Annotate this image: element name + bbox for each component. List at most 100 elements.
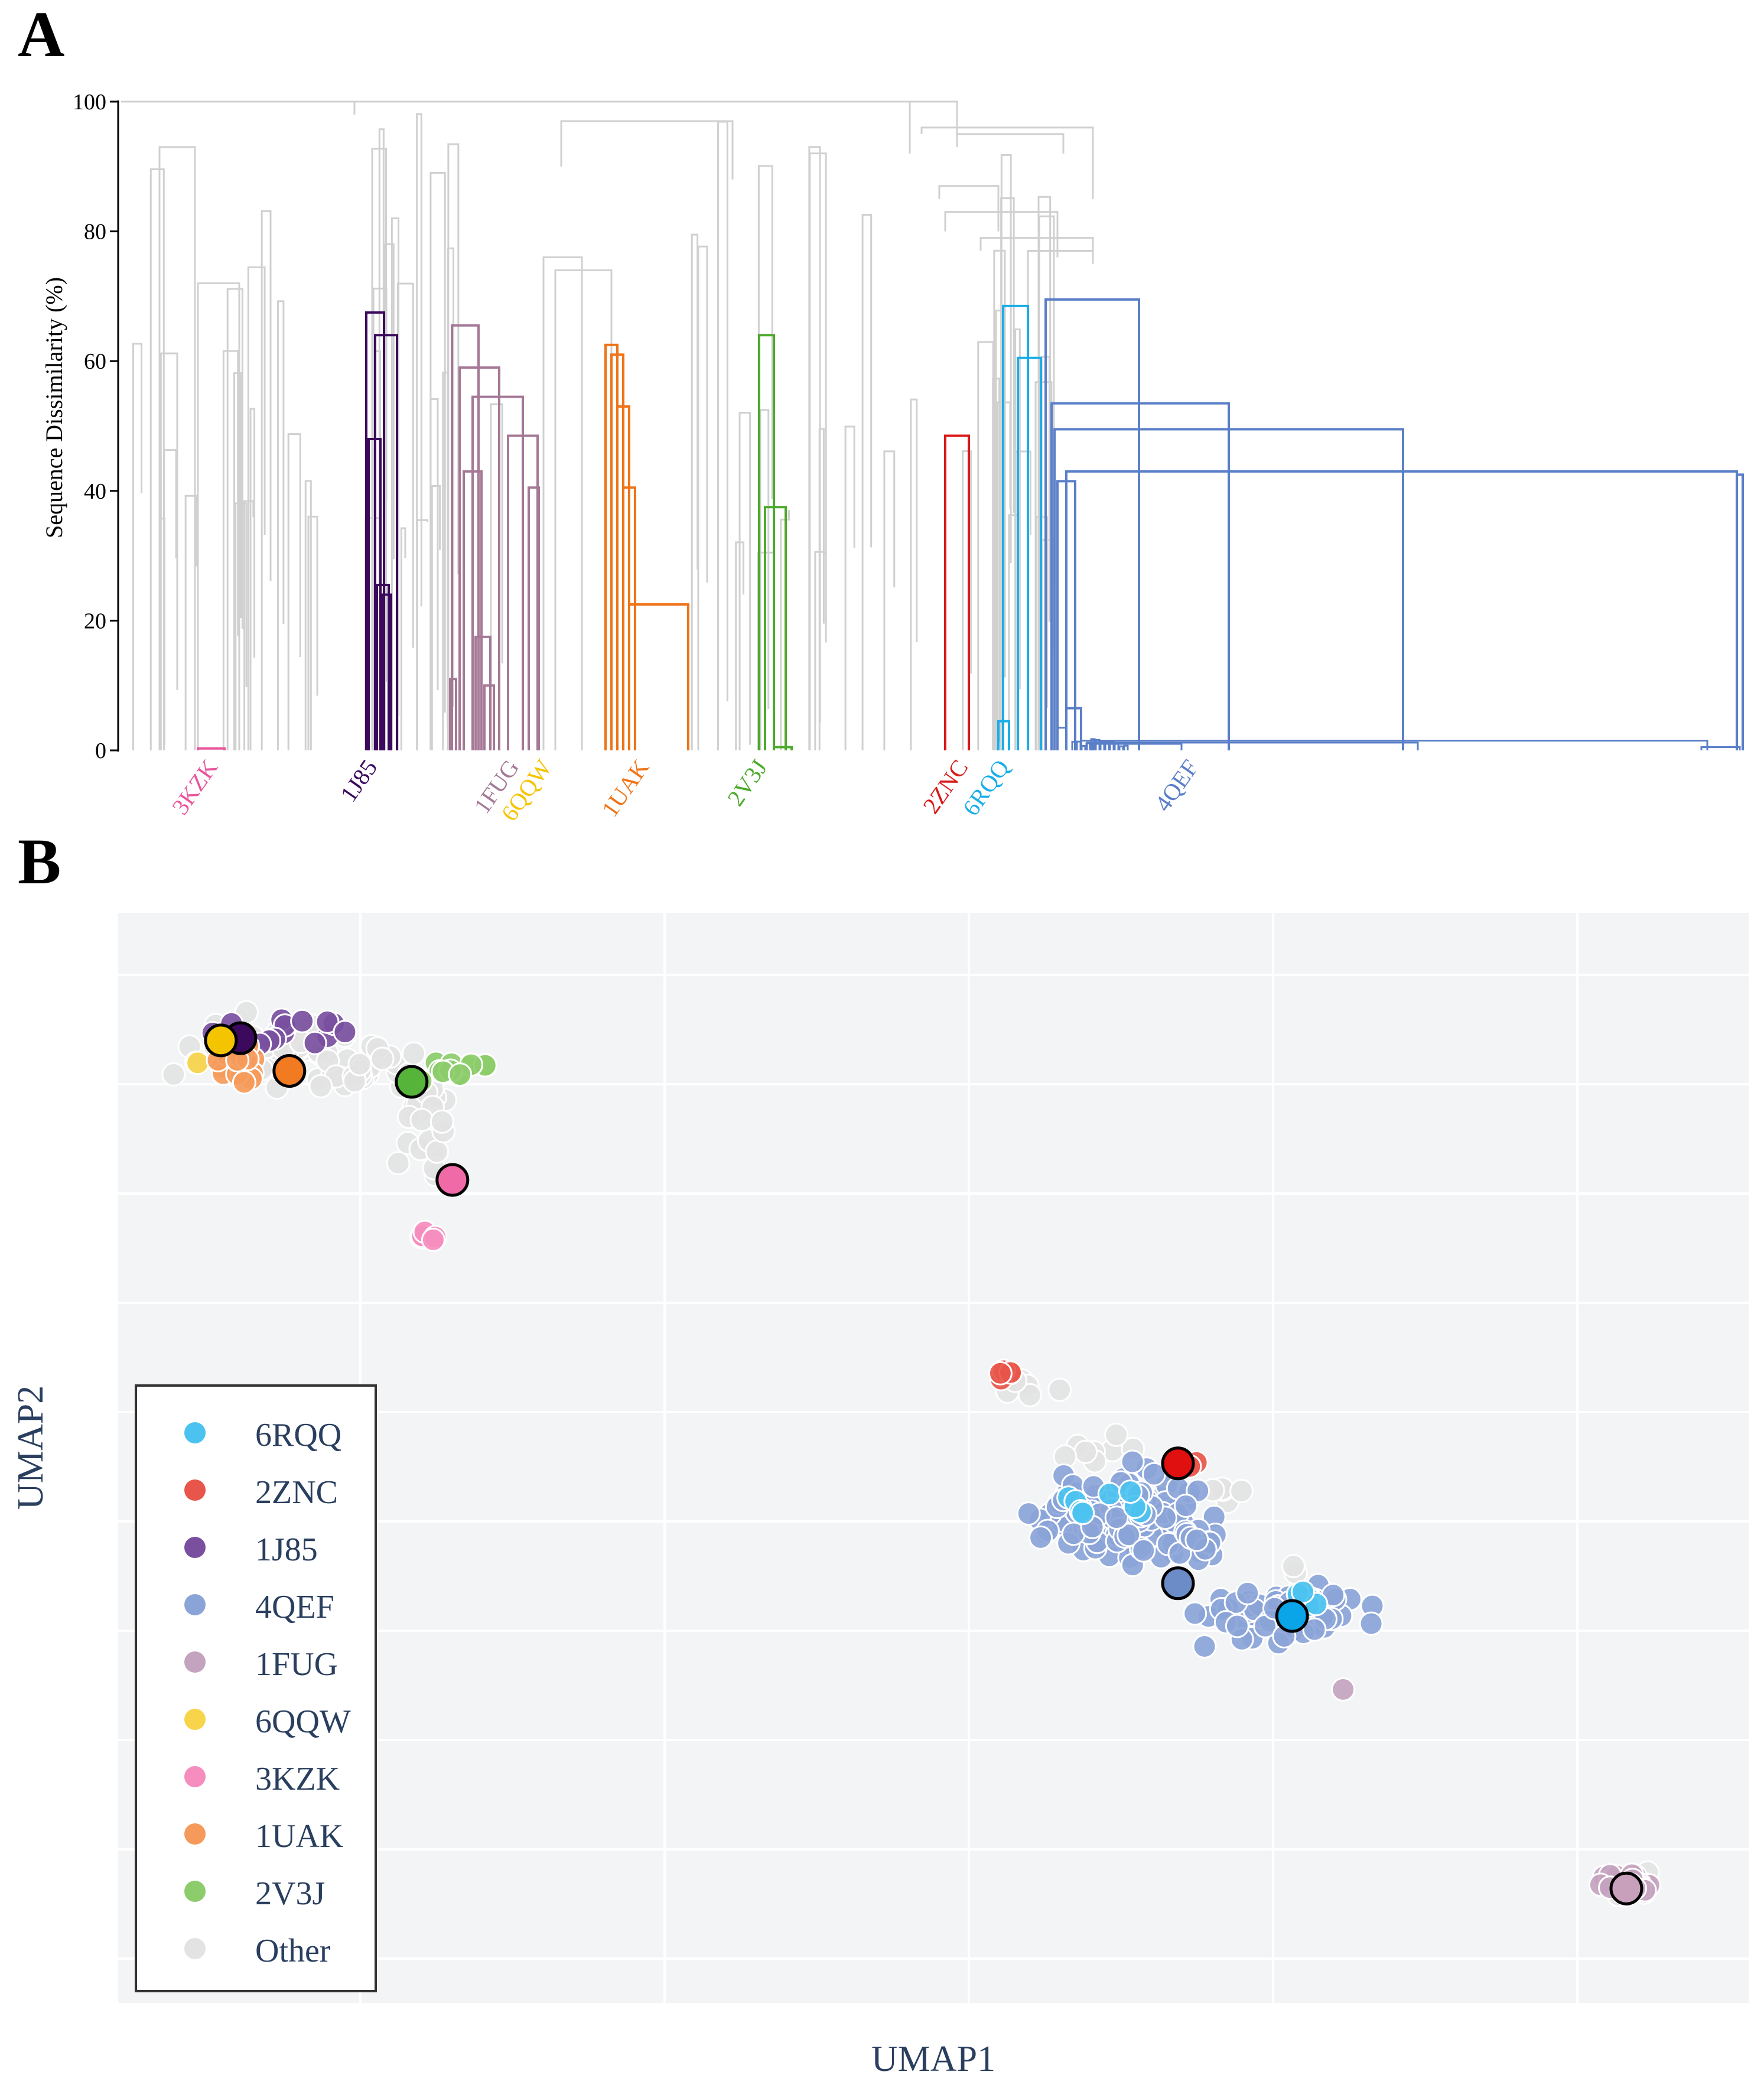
umap-point-4qef: [1120, 1449, 1145, 1474]
dendrogram-link: [1065, 470, 1738, 750]
dendrogram-link: [1090, 738, 1096, 750]
dendrogram-link: [1080, 744, 1086, 750]
umap-point-other: [1281, 1554, 1306, 1579]
legend-label-1uak: 1UAK: [255, 1818, 343, 1855]
dendrogram-link: [474, 635, 492, 750]
dendrogram-link: [367, 437, 382, 750]
umap-point-other: [1229, 1479, 1254, 1504]
dendrogram-link: [691, 233, 699, 750]
dendrogram-link: [376, 584, 390, 750]
dendrogram-link: [1014, 450, 1031, 750]
dendrogram-link: [382, 593, 392, 750]
representative-2v3j: [395, 1065, 429, 1099]
dendrogram-link: [431, 485, 441, 750]
dendrogram-link: [956, 133, 1065, 154]
legend-label-6qqw: 6QQW: [255, 1703, 351, 1740]
dendrogram-link: [1056, 727, 1067, 750]
dendrogram-link: [463, 470, 483, 750]
leaf-label-3kzk: 3KZK: [167, 755, 223, 820]
dendrogram-link: [554, 269, 613, 750]
dendrogram-link: [910, 398, 918, 750]
dendrogram-link: [528, 486, 540, 750]
dendrogram-link: [1092, 743, 1183, 750]
representative-3kzk: [435, 1163, 470, 1197]
dendrogram-link: [844, 425, 855, 750]
dendrogram-y-axis: 0 20 40 60 80 100: [73, 90, 119, 763]
dendrogram-link: [717, 121, 728, 750]
dendrogram-link: [628, 603, 689, 750]
dendrogram-link: [1109, 740, 1115, 750]
dendrogram-link: [287, 433, 301, 750]
dendrogram-link: [1017, 356, 1042, 750]
y-tick-label: 100: [73, 90, 106, 115]
dendrogram-link: [184, 495, 198, 750]
umap-point-other: [409, 1108, 434, 1133]
umap-point-4qef: [1192, 1634, 1217, 1659]
umap-point-other: [1104, 1422, 1129, 1447]
dendrogram-link: [1071, 740, 1077, 750]
umap-point-4qef: [1029, 1525, 1053, 1550]
legend-marker-3kzk: [184, 1766, 206, 1787]
umap-point-4qef: [1016, 1501, 1041, 1526]
legend-marker-2znc: [184, 1479, 206, 1501]
umap-point-4qef: [1302, 1617, 1327, 1642]
umap-point-other: [401, 1041, 426, 1066]
legend-label-2v3j: 2V3J: [255, 1875, 325, 1912]
umap-point-4qef: [1184, 1527, 1209, 1552]
legend-label-2znc: 2ZNC: [255, 1474, 338, 1511]
leaf-label-2v3j: 2V3J: [722, 755, 772, 811]
umap-x-axis-label: UMAP1: [871, 2039, 995, 2079]
representative-2znc: [1161, 1446, 1195, 1481]
dendrogram-link: [416, 519, 429, 750]
umap-point-other: [1047, 1377, 1072, 1402]
dendrogram-link: [861, 214, 873, 750]
dendrogram-link: [163, 449, 177, 750]
umap-point-4qef: [1117, 1523, 1141, 1547]
leaf-label-6rqq: 6RQQ: [958, 755, 1015, 820]
dendrogram-link: [1037, 196, 1052, 750]
dendrogram-link: [490, 403, 503, 750]
representative-4qef: [1161, 1566, 1195, 1601]
legend-label-1j85: 1J85: [255, 1531, 318, 1568]
umap-point-6qqw: [185, 1051, 210, 1075]
dendrogram-link: [353, 100, 911, 154]
dendrogram-link: [1027, 250, 1094, 750]
legend-marker-6qqw: [184, 1709, 206, 1730]
dendrogram-link: [1118, 745, 1124, 750]
dendrogram-link: [542, 256, 583, 750]
umap-point-4qef: [1131, 1538, 1156, 1563]
dendrogram-link: [1085, 742, 1091, 750]
dendrogram-link: [458, 366, 500, 750]
representative-6rqq: [1275, 1599, 1309, 1633]
umap-point-other: [308, 1074, 333, 1098]
umap-legend: 6RQQ 2ZNC 1J85 4QEF 1FUG 6QQW 3KZK 1UAK 2V3J Othe…: [135, 1384, 377, 1992]
y-tick-label: 20: [84, 609, 106, 633]
umap-point-other: [347, 1052, 372, 1077]
dendrogram-link: [944, 434, 970, 750]
representative-1fug: [1609, 1871, 1643, 1905]
umap-y-axis-label: UMAP2: [11, 1386, 51, 1510]
umap-point-4qef: [1225, 1614, 1249, 1638]
umap-point-1j85: [302, 1030, 327, 1055]
dendrogram-link: [249, 408, 256, 750]
dendrogram-link: [1700, 746, 1741, 750]
dendrogram-link: [132, 343, 143, 750]
dendrogram-link: [1104, 741, 1110, 750]
dendrogram-link: [1123, 744, 1129, 750]
umap-point-4qef: [1104, 1505, 1129, 1530]
umap-point-other: [370, 1046, 395, 1071]
legend-label-other: Other: [255, 1933, 331, 1969]
dendrogram-link: [429, 398, 439, 750]
dendrogram-link: [920, 126, 1094, 199]
dendrogram-link: [1056, 480, 1076, 750]
dendrogram-link: [995, 310, 1005, 750]
umap-point-other: [161, 1062, 186, 1087]
dendrogram-link: [764, 506, 787, 750]
dendrogram-link: [247, 266, 266, 750]
legend-marker-1fug: [184, 1651, 206, 1673]
dendrogram-link: [697, 245, 708, 750]
dendrogram: [121, 100, 1744, 750]
dendrogram-link: [1099, 741, 1105, 750]
